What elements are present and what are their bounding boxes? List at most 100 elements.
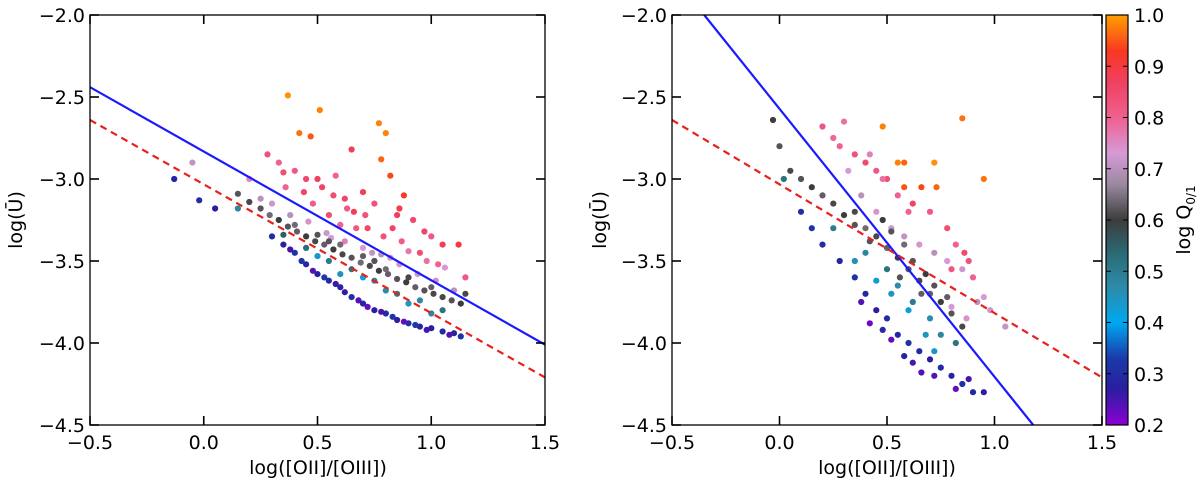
left-data-point [400, 318, 407, 325]
right-y-tick-label: −4.5 [621, 415, 667, 437]
left-y-tick-label: −2.0 [39, 5, 85, 27]
left-data-point [332, 172, 339, 179]
left-data-point [303, 261, 310, 268]
left-data-point [371, 257, 378, 265]
left-fit-lines [90, 86, 545, 379]
left-data-point [405, 300, 412, 307]
left-data-point [416, 297, 423, 304]
right-x-tick-label: 0.0 [764, 432, 794, 454]
left-axes: −0.5 0.0 0.5 1.0 1.5 −2.0 −2.5 −3.0 −3.5 −4.0 −4.5 [39, 5, 560, 454]
right-data-point [840, 118, 848, 125]
left-data-point [412, 321, 419, 329]
left-data-point [234, 190, 241, 197]
right-data-point [909, 200, 916, 207]
left-data-point [389, 313, 396, 320]
colorbar-tick-label: 1.0 [1134, 5, 1164, 27]
right-data-point [879, 175, 886, 183]
left-data-point [337, 284, 344, 291]
left-data-point [371, 200, 378, 207]
left-data-point [303, 233, 310, 240]
colorbar-label: log Q0/1 [1173, 185, 1198, 254]
colorbar: 0.2 0.3 0.4 0.5 0.6 0.7 0.8 0.9 1.0 log Q0/1 [1105, 5, 1198, 437]
right-data-point [926, 315, 934, 322]
right-data-point [944, 294, 951, 301]
left-data-point [266, 212, 273, 219]
right-data-point [862, 159, 869, 166]
left-data-point [268, 200, 276, 207]
right-data-point [948, 372, 955, 379]
left-data-point [189, 159, 196, 166]
left-data-point [325, 257, 332, 265]
left-data-point [364, 225, 371, 232]
right-data-point [888, 228, 895, 235]
right-data-point [952, 339, 959, 347]
right-data-point [948, 266, 955, 273]
colorbar-tick-label: 0.7 [1134, 159, 1164, 181]
left-data-point [257, 195, 264, 202]
right-data-point [931, 348, 938, 355]
left-data-point [291, 221, 298, 228]
right-data-point [937, 364, 944, 371]
right-data-point [894, 192, 901, 199]
left-data-point [325, 238, 332, 245]
colorbar-tick-label: 0.5 [1134, 261, 1164, 283]
left-data-point [171, 175, 178, 183]
left-y-tick-label: −2.5 [39, 87, 85, 109]
right-data-point [1002, 323, 1009, 330]
left-data-point [337, 241, 344, 248]
left-y-tick-label: −3.5 [39, 251, 85, 273]
right-data-point [963, 315, 970, 322]
left-data-point [375, 267, 382, 274]
colorbar-ticks: 0.2 0.3 0.4 0.5 0.6 0.7 0.8 0.9 1.0 [1106, 5, 1164, 437]
right-data-point [840, 212, 848, 219]
right-data-point [905, 339, 912, 347]
right-y-tick-label: −3.5 [621, 251, 667, 273]
right-x-tick-label: 0.5 [872, 432, 902, 454]
left-data-point [357, 259, 364, 266]
right-data-point [952, 385, 959, 392]
right-x-tick-label: 1.0 [979, 432, 1009, 454]
right-data-point [916, 348, 923, 355]
right-data-point [819, 123, 826, 130]
left-data-point [284, 92, 291, 99]
left-y-tick-label: −4.5 [39, 415, 85, 437]
right-data-point [905, 307, 912, 314]
left-data-point [303, 244, 310, 251]
left-scatter-points [171, 92, 469, 340]
left-x-tick-label: 0.5 [302, 432, 332, 454]
right-data-point [969, 274, 977, 281]
left-x-tick-label: 0.0 [189, 432, 219, 454]
right-data-point [873, 167, 880, 174]
left-data-point [341, 195, 348, 202]
right-data-point [787, 167, 794, 174]
right-y-tick-label: −4.0 [621, 333, 667, 355]
right-data-point [819, 241, 826, 248]
right-data-point [819, 192, 826, 199]
left-data-point [378, 156, 385, 163]
right-data-point [980, 389, 987, 396]
left-data-point [366, 262, 373, 269]
right-data-point [926, 356, 934, 363]
left-data-point [403, 279, 410, 286]
colorbar-tick-label: 0.6 [1134, 210, 1164, 232]
right-data-point [851, 274, 858, 281]
right-data-point [901, 233, 908, 240]
right-data-point [926, 208, 934, 215]
left-data-point [355, 297, 362, 304]
left-data-point [428, 233, 435, 240]
right-data-point [808, 184, 815, 191]
right-axes: −0.5 0.0 0.5 1.0 1.5 −2.0 −2.5 −3.0 −3.5 −4.0 −4.5 [621, 5, 1117, 454]
right-data-point [980, 294, 987, 301]
left-data-point [359, 189, 367, 196]
right-data-point [888, 336, 895, 343]
left-data-point [412, 284, 419, 291]
left-data-point [264, 151, 271, 158]
left-data-point [462, 274, 469, 281]
left-data-point [314, 253, 321, 260]
left-data-point [441, 264, 448, 271]
left-data-point [394, 212, 401, 219]
left-data-point [341, 238, 348, 245]
right-data-point [918, 184, 925, 191]
right-scatter-points [769, 115, 1009, 396]
